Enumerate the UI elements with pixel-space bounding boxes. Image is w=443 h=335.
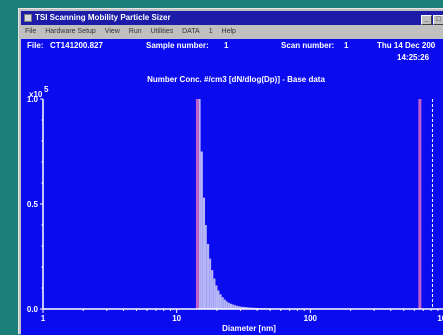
y-exponent: 5 xyxy=(44,85,49,94)
x-axis-label: Diameter [nm] xyxy=(222,324,276,333)
app-icon xyxy=(24,14,32,22)
size-distribution-chart: 1101001000.00.51.0 x10 5 Number Conc. #/… xyxy=(21,39,443,335)
menu-data[interactable]: DATA xyxy=(182,28,200,35)
x-tick-label: 100 xyxy=(304,314,318,323)
maximize-button[interactable]: □ xyxy=(433,15,443,25)
title-bar[interactable]: TSI Scanning Mobility Particle Sizer _□ xyxy=(21,11,443,25)
histogram-bar xyxy=(215,285,217,309)
histogram-bar xyxy=(224,300,226,309)
y-multiplier: x10 xyxy=(29,90,43,99)
menu-help[interactable]: Help xyxy=(222,28,236,35)
histogram-bar xyxy=(211,270,213,309)
histogram-bar xyxy=(205,225,207,309)
window-title: TSI Scanning Mobility Particle Sizer xyxy=(35,13,171,22)
histogram-bar xyxy=(201,152,203,310)
menu-hardware-setup[interactable]: Hardware Setup xyxy=(45,28,96,35)
marker-group xyxy=(196,99,433,309)
menu-run[interactable]: Run xyxy=(129,28,142,35)
x-tick-label: 10 xyxy=(172,314,181,323)
histogram-bar xyxy=(230,304,232,309)
window-controls: _□ xyxy=(420,12,443,26)
menu-file[interactable]: File xyxy=(25,28,36,35)
y-tick-label: 0.0 xyxy=(27,305,39,314)
histogram-bar xyxy=(219,294,221,309)
histogram-bar xyxy=(228,303,230,309)
histogram-bar xyxy=(213,279,215,309)
histogram-bar xyxy=(203,198,205,309)
menu-utilities[interactable]: Utilities xyxy=(151,28,174,35)
x-tick-label: 1 xyxy=(41,314,46,323)
tick-group: 1101001000.00.51.0 xyxy=(27,95,443,323)
histogram-bar xyxy=(209,259,211,309)
plot-panel: File: CT141200.827 Sample number: 1 Scan… xyxy=(21,39,443,335)
upper-range-marker[interactable] xyxy=(418,99,421,309)
histogram-bar xyxy=(226,301,228,309)
histogram-bar xyxy=(207,244,209,309)
app-window: TSI Scanning Mobility Particle Sizer _□ … xyxy=(18,8,443,334)
y-tick-label: 0.5 xyxy=(27,200,39,209)
menu-view[interactable]: View xyxy=(105,28,120,35)
histogram-bar xyxy=(217,291,219,309)
x-tick-label: 100 xyxy=(437,314,443,323)
bar-group xyxy=(199,99,283,309)
lower-range-marker[interactable] xyxy=(196,99,199,309)
menu-1[interactable]: 1 xyxy=(209,28,213,35)
chart-title: Number Conc. #/cm3 [dN/dlog(Dp)] - Base … xyxy=(147,75,325,84)
minimize-button[interactable]: _ xyxy=(421,15,432,25)
histogram-bar xyxy=(222,297,224,309)
menu-bar: File Hardware Setup View Run Utilities D… xyxy=(21,26,443,38)
